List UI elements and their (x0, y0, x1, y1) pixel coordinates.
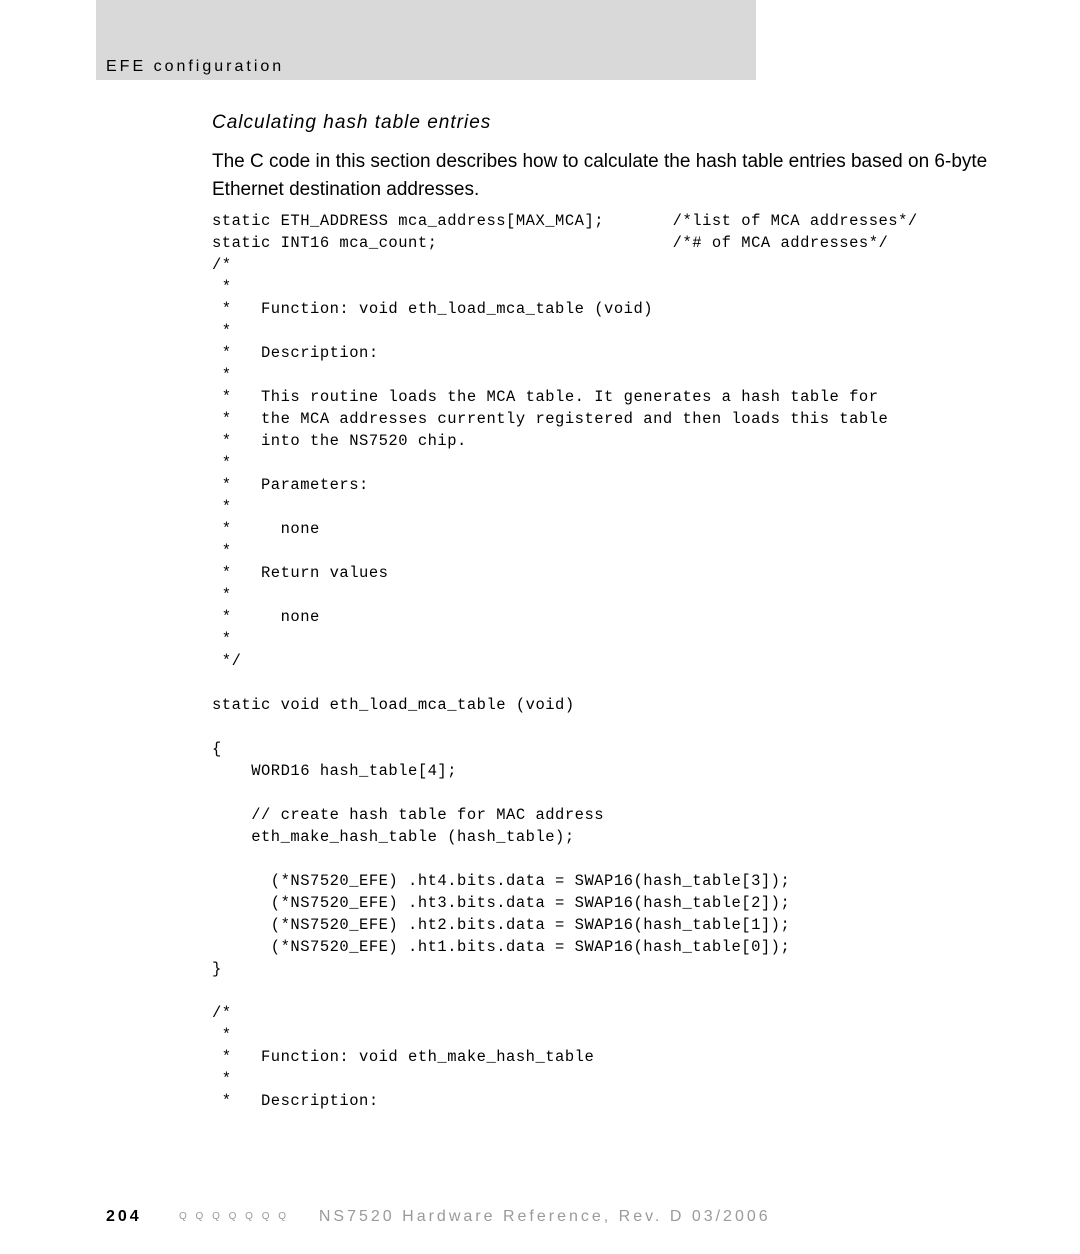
page: EFE configuration Calculating hash table… (0, 0, 1080, 1254)
body-paragraph: The C code in this section describes how… (212, 148, 1032, 203)
page-footer: 204 Q Q Q Q Q Q Q NS7520 Hardware Refere… (106, 1208, 771, 1226)
code-block: static ETH_ADDRESS mca_address[MAX_MCA];… (212, 210, 918, 1112)
footer-spacer (149, 1208, 171, 1225)
footer-dots: Q Q Q Q Q Q Q (179, 1211, 289, 1222)
footer-spacer-2 (297, 1208, 312, 1225)
section-header: EFE configuration (106, 58, 284, 76)
footer-text: NS7520 Hardware Reference, Rev. D 03/200… (319, 1208, 771, 1225)
page-number: 204 (106, 1208, 142, 1225)
subsection-title: Calculating hash table entries (212, 112, 491, 134)
